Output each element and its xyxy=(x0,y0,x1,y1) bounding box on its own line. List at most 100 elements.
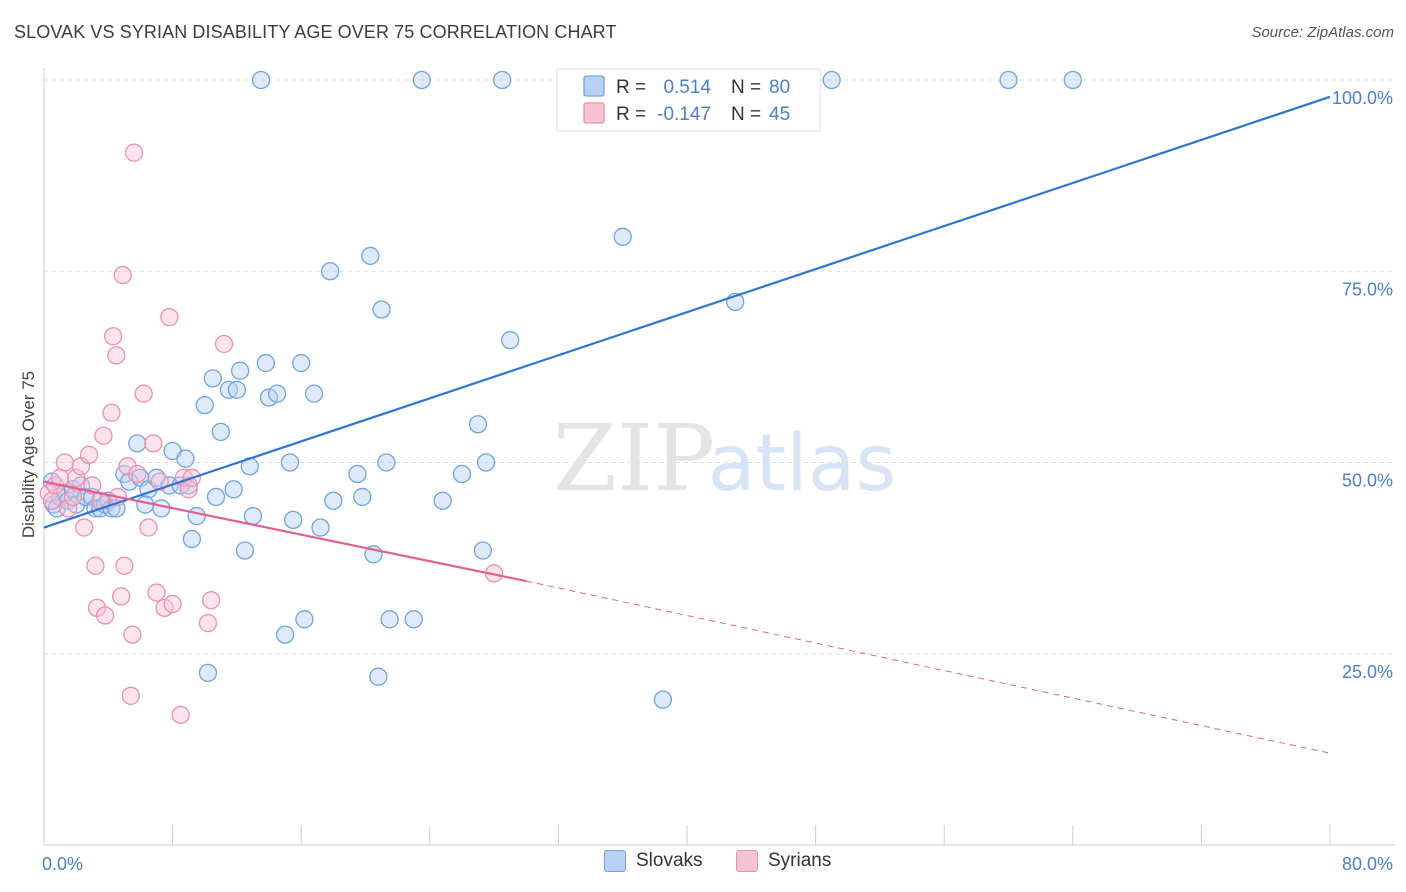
slovaks-point[interactable] xyxy=(348,464,367,484)
syrians-point[interactable] xyxy=(160,307,179,327)
slovaks-point[interactable] xyxy=(324,491,343,510)
legend-item-slovaks[interactable]: Slovaks xyxy=(604,850,703,872)
syrians-point[interactable] xyxy=(123,625,142,644)
slovaks-point[interactable] xyxy=(256,353,275,373)
syrians-point[interactable] xyxy=(144,434,163,453)
syrians-point[interactable] xyxy=(67,468,86,487)
syrians-point[interactable] xyxy=(179,480,198,499)
syrians-point[interactable] xyxy=(79,445,99,465)
slovaks-point[interactable] xyxy=(613,227,632,246)
slovaks-point[interactable] xyxy=(380,610,399,629)
syrians-point[interactable] xyxy=(75,518,94,537)
slovaks-point[interactable] xyxy=(501,330,520,350)
syrians-point[interactable] xyxy=(107,346,126,365)
slovaks-point[interactable] xyxy=(295,610,314,629)
slovaks-point[interactable] xyxy=(311,518,330,537)
slovaks-point[interactable] xyxy=(203,369,222,388)
slovaks-point[interactable] xyxy=(377,453,396,472)
stats-r-value: -0.147 xyxy=(657,104,711,125)
syrians-point[interactable] xyxy=(113,265,132,285)
syrians-point[interactable] xyxy=(150,472,169,491)
syrians-trend-line xyxy=(43,480,527,583)
stats-n-label: N = xyxy=(731,77,761,98)
syrians-point[interactable] xyxy=(124,143,144,162)
y-tick-label: 75.0% xyxy=(1342,279,1393,299)
slovaks-point[interactable] xyxy=(198,663,218,683)
slovaks-point[interactable] xyxy=(999,70,1018,90)
slovaks-point[interactable] xyxy=(280,453,300,472)
slovaks-point[interactable] xyxy=(152,499,171,518)
slovaks-point[interactable] xyxy=(433,491,452,510)
slovaks-point[interactable] xyxy=(369,667,388,686)
stats-n-value: 80 xyxy=(769,77,790,98)
syrians-point[interactable] xyxy=(86,556,105,575)
syrians-point[interactable] xyxy=(202,591,221,610)
slovaks-point[interactable] xyxy=(187,506,206,526)
slovaks-point[interactable] xyxy=(353,487,372,507)
slovaks-point[interactable] xyxy=(128,434,147,453)
slovaks-point[interactable] xyxy=(412,70,431,90)
syrians-trend-extension xyxy=(526,580,1331,754)
stats-r-label: R = xyxy=(616,104,646,125)
syrians-point[interactable] xyxy=(102,403,121,422)
slovaks-point[interactable] xyxy=(230,361,250,380)
syrians-point[interactable] xyxy=(147,583,166,602)
syrians-point[interactable] xyxy=(115,556,134,575)
syrians-point[interactable] xyxy=(163,594,182,614)
slovaks-point[interactable] xyxy=(492,70,512,90)
slovaks-point[interactable] xyxy=(267,384,287,403)
slovaks-point[interactable] xyxy=(195,395,214,415)
slovaks-point[interactable] xyxy=(211,422,230,442)
source-label: Source: ZipAtlas.com xyxy=(1251,24,1394,41)
slovaks-point[interactable] xyxy=(468,415,488,434)
syrians-point[interactable] xyxy=(63,487,83,507)
slovaks-point[interactable] xyxy=(235,541,255,560)
slovaks-point[interactable] xyxy=(304,384,324,403)
slovaks-point[interactable] xyxy=(284,510,303,530)
slovaks-point[interactable] xyxy=(227,380,247,399)
y-axis-label: Disability Age Over 75 xyxy=(19,371,38,538)
syrians-point[interactable] xyxy=(103,327,123,346)
syrians-point[interactable] xyxy=(55,453,75,472)
stats-swatch-pink xyxy=(583,102,605,124)
stats-n-label: N = xyxy=(731,104,761,125)
legend-item-syrians[interactable]: Syrians xyxy=(736,850,831,872)
slovaks-point[interactable] xyxy=(822,70,841,90)
slovaks-point[interactable] xyxy=(243,506,263,526)
slovaks-point[interactable] xyxy=(224,480,243,499)
slovaks-point[interactable] xyxy=(653,690,673,709)
slovaks-point[interactable] xyxy=(320,262,340,281)
syrians-point[interactable] xyxy=(58,499,78,518)
y-tick-label: 100.0% xyxy=(1332,88,1393,108)
syrians-point[interactable] xyxy=(121,686,140,705)
x-tick-label-min: 0.0% xyxy=(42,854,83,874)
slovaks-point[interactable] xyxy=(372,300,391,319)
syrians-point[interactable] xyxy=(139,518,158,537)
slovaks-point[interactable] xyxy=(361,246,380,266)
syrians-point[interactable] xyxy=(134,384,153,403)
stats-r-label: R = xyxy=(616,77,646,98)
syrians-point[interactable] xyxy=(171,705,190,725)
slovaks-point[interactable] xyxy=(176,449,195,468)
slovaks-point[interactable] xyxy=(1063,70,1082,90)
y-tick-label: 50.0% xyxy=(1342,471,1393,491)
slovaks-point[interactable] xyxy=(476,453,496,472)
stats-n-value: 45 xyxy=(769,104,790,125)
syrians-point[interactable] xyxy=(42,491,62,510)
slovaks-point[interactable] xyxy=(182,529,202,549)
legend-label-slovaks: Slovaks xyxy=(636,850,703,871)
syrians-point[interactable] xyxy=(128,464,147,484)
slovaks-point[interactable] xyxy=(292,353,311,373)
slovaks-point[interactable] xyxy=(473,541,492,560)
slovaks-point[interactable] xyxy=(251,70,271,90)
syrians-point[interactable] xyxy=(95,606,115,625)
slovaks-point[interactable] xyxy=(275,625,295,644)
syrians-point[interactable] xyxy=(112,587,131,606)
syrians-point[interactable] xyxy=(94,426,113,445)
syrians-point[interactable] xyxy=(214,334,234,354)
slovaks-point[interactable] xyxy=(206,487,226,507)
syrians-point[interactable] xyxy=(118,457,137,476)
slovaks-point[interactable] xyxy=(404,610,423,629)
syrians-point[interactable] xyxy=(198,614,218,633)
slovaks-point[interactable] xyxy=(452,464,472,484)
